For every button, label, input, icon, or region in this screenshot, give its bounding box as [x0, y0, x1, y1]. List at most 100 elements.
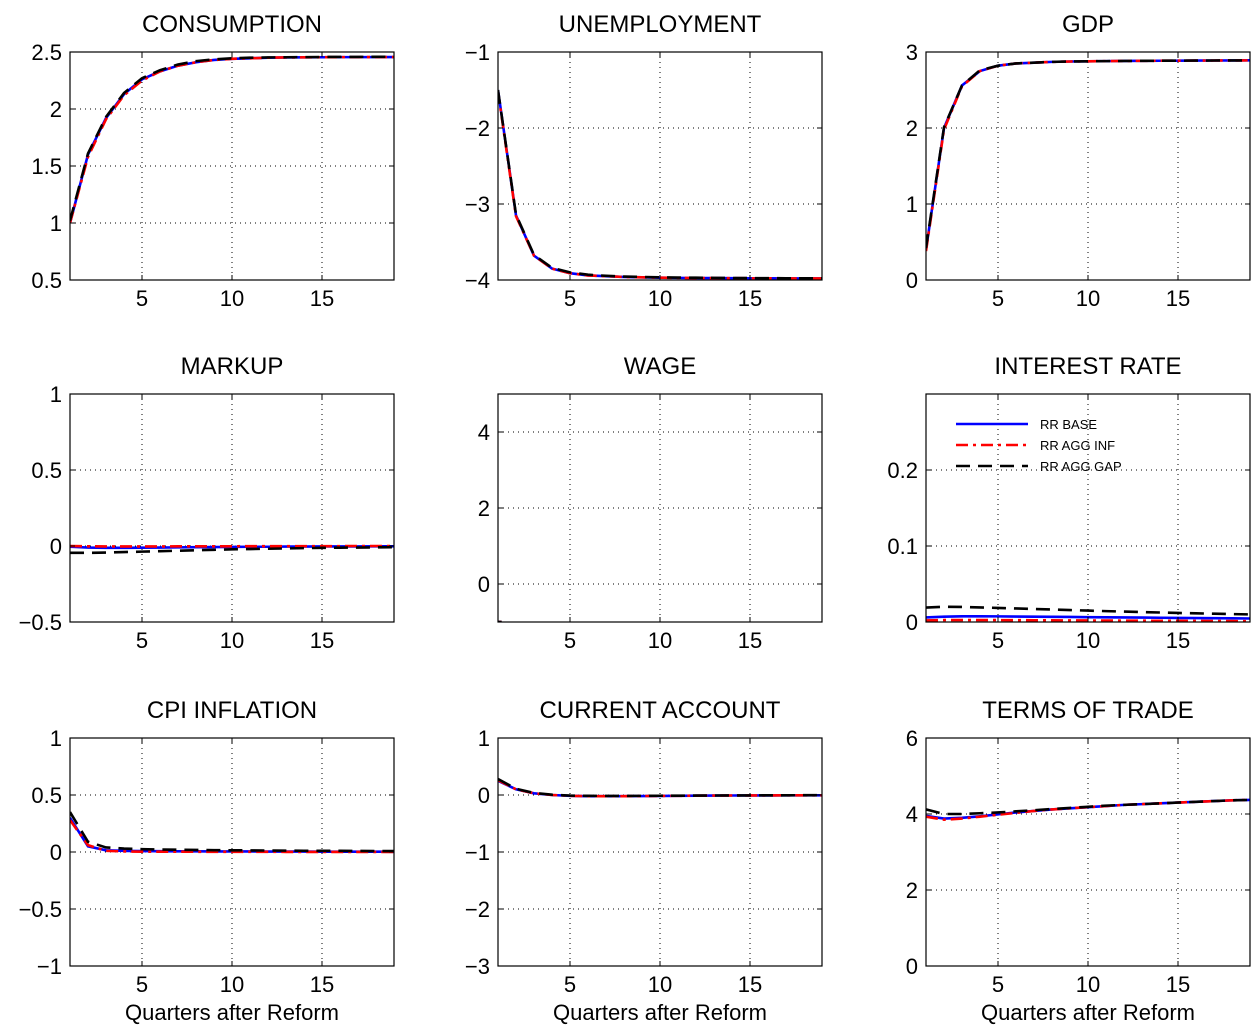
y-tick-label: 0.5	[31, 458, 62, 483]
series-line-rr-agg-inf	[926, 798, 1250, 822]
x-tick-label: 5	[136, 972, 148, 997]
x-tick-label: 15	[738, 972, 762, 997]
series-line-rr-agg-gap	[498, 89, 822, 280]
legend-label-rr-agg-inf: RR AGG INF	[1040, 438, 1115, 453]
panel-gdp: GDP 5 10 15 0 1 2 3	[906, 11, 1251, 311]
y-tick-label: 2	[906, 878, 918, 903]
series-line-rr-base	[926, 59, 1250, 250]
series-line-rr-base	[498, 89, 822, 280]
x-tick-label: 10	[220, 972, 244, 997]
y-tick-label: 0	[50, 534, 62, 559]
x-tick-label: 15	[738, 628, 762, 653]
panel-title: WAGE	[624, 353, 696, 380]
axes-box	[925, 737, 1251, 967]
x-tick-label: 15	[1166, 286, 1190, 311]
y-tick-label: 4	[906, 802, 918, 827]
x-tick-label: 5	[992, 972, 1004, 997]
panel-title: CPI INFLATION	[147, 697, 317, 724]
y-tick-label: −2	[465, 897, 490, 922]
x-tick-label: 5	[564, 286, 576, 311]
y-tick-label: 0	[906, 268, 918, 293]
y-tick-label: 0.1	[887, 534, 918, 559]
y-tick-label: −1	[37, 954, 62, 979]
legend-label-rr-base: RR BASE	[1040, 417, 1097, 432]
y-tick-label: −1	[465, 840, 490, 865]
y-tick-label: 2	[478, 496, 490, 521]
series-line-rr-agg-gap	[70, 55, 394, 222]
panel-title: MARKUP	[181, 353, 284, 380]
y-tick-label: 1	[50, 211, 62, 236]
y-tick-label: 1	[906, 192, 918, 217]
x-tick-label: 10	[1076, 972, 1100, 997]
y-tick-label: 6	[906, 726, 918, 751]
y-tick-label: 1	[478, 726, 490, 751]
panel-title: TERMS OF TRADE	[982, 697, 1194, 724]
x-tick-label: 5	[992, 286, 1004, 311]
y-tick-label: 0.5	[31, 268, 62, 293]
panel-title: GDP	[1062, 11, 1114, 38]
y-tick-label: −1	[465, 40, 490, 65]
y-tick-label: 0	[906, 610, 918, 635]
x-tick-label: 5	[992, 628, 1004, 653]
x-tick-label: 15	[1166, 972, 1190, 997]
panel-title: INTEREST RATE	[994, 353, 1181, 380]
series-line-rr-agg-inf	[70, 55, 394, 224]
panel-unemployment: UNEMPLOYMENT 5 10 15 −4 −3 −2 −1	[465, 11, 823, 311]
x-tick-label: 5	[136, 628, 148, 653]
x-tick-label: 10	[220, 286, 244, 311]
x-tick-label: 10	[1076, 286, 1100, 311]
series-line-rr-agg-inf	[926, 618, 1250, 622]
x-tick-label: 15	[310, 286, 334, 311]
y-tick-label: 4	[478, 420, 490, 445]
y-tick-label: 3	[906, 40, 918, 65]
axes-box	[925, 51, 1251, 281]
y-tick-label: −3	[465, 192, 490, 217]
y-tick-label: −3	[465, 954, 490, 979]
series-line-rr-base	[70, 817, 394, 854]
panel-wage: WAGE 5 10 15 0 2 4	[478, 353, 823, 653]
panel-title: CONSUMPTION	[142, 11, 322, 38]
series-line-rr-agg-gap	[926, 798, 1250, 816]
y-tick-label: −0.5	[19, 897, 62, 922]
legend: RR BASE RR AGG INF RR AGG GAP	[956, 417, 1122, 474]
x-tick-label: 10	[648, 972, 672, 997]
series-line-rr-agg-gap	[498, 777, 822, 798]
axes-box	[497, 51, 823, 281]
legend-label-rr-agg-gap: RR AGG GAP	[1040, 459, 1122, 474]
x-tick-label: 15	[1166, 628, 1190, 653]
x-tick-label: 5	[564, 972, 576, 997]
panel-title: CURRENT ACCOUNT	[540, 697, 781, 724]
panel-current-account: CURRENT ACCOUNT 5 10 15 −3 −2 −1 0 1 Quarters aft…	[465, 697, 823, 1025]
x-tick-label: 5	[136, 286, 148, 311]
y-tick-label: −0.5	[19, 610, 62, 635]
x-tick-label: 15	[310, 972, 334, 997]
x-tick-label: 10	[648, 286, 672, 311]
panel-markup: MARKUP 5 10 15 −0.5 0 0.5 1	[19, 353, 395, 653]
x-tick-label: 10	[1076, 628, 1100, 653]
x-tick-label: 15	[738, 286, 762, 311]
y-tick-label: 1	[50, 382, 62, 407]
y-tick-label: 0.2	[887, 458, 918, 483]
series-line-rr-agg-gap	[70, 545, 394, 555]
panel-title: UNEMPLOYMENT	[559, 11, 762, 38]
y-tick-label: −2	[465, 116, 490, 141]
series-line-rr-agg-inf	[498, 91, 822, 280]
y-tick-label: 0	[478, 572, 490, 597]
panel-consumption: CONSUMPTION 5 10 15 0.5 1 1.5 2 2.5	[31, 11, 395, 311]
series-line-rr-agg-gap	[926, 605, 1250, 616]
y-tick-label: 0	[906, 954, 918, 979]
series-line-rr-agg-gap	[926, 59, 1250, 249]
y-tick-label: 2	[50, 97, 62, 122]
axes-box	[69, 393, 395, 623]
y-tick-label: 1.5	[31, 154, 62, 179]
panel-terms-of-trade: TERMS OF TRADE 5 10 15 0 2 4 6 Quarters after Re…	[906, 697, 1251, 1025]
series-line-rr-agg-gap	[70, 811, 394, 853]
y-tick-label: −4	[465, 268, 490, 293]
x-axis-label: Quarters after Reform	[981, 1000, 1195, 1025]
y-tick-label: 0	[50, 840, 62, 865]
y-tick-label: 2	[906, 116, 918, 141]
series-line-rr-base	[70, 55, 394, 224]
x-tick-label: 10	[220, 628, 244, 653]
x-tick-label: 10	[648, 628, 672, 653]
